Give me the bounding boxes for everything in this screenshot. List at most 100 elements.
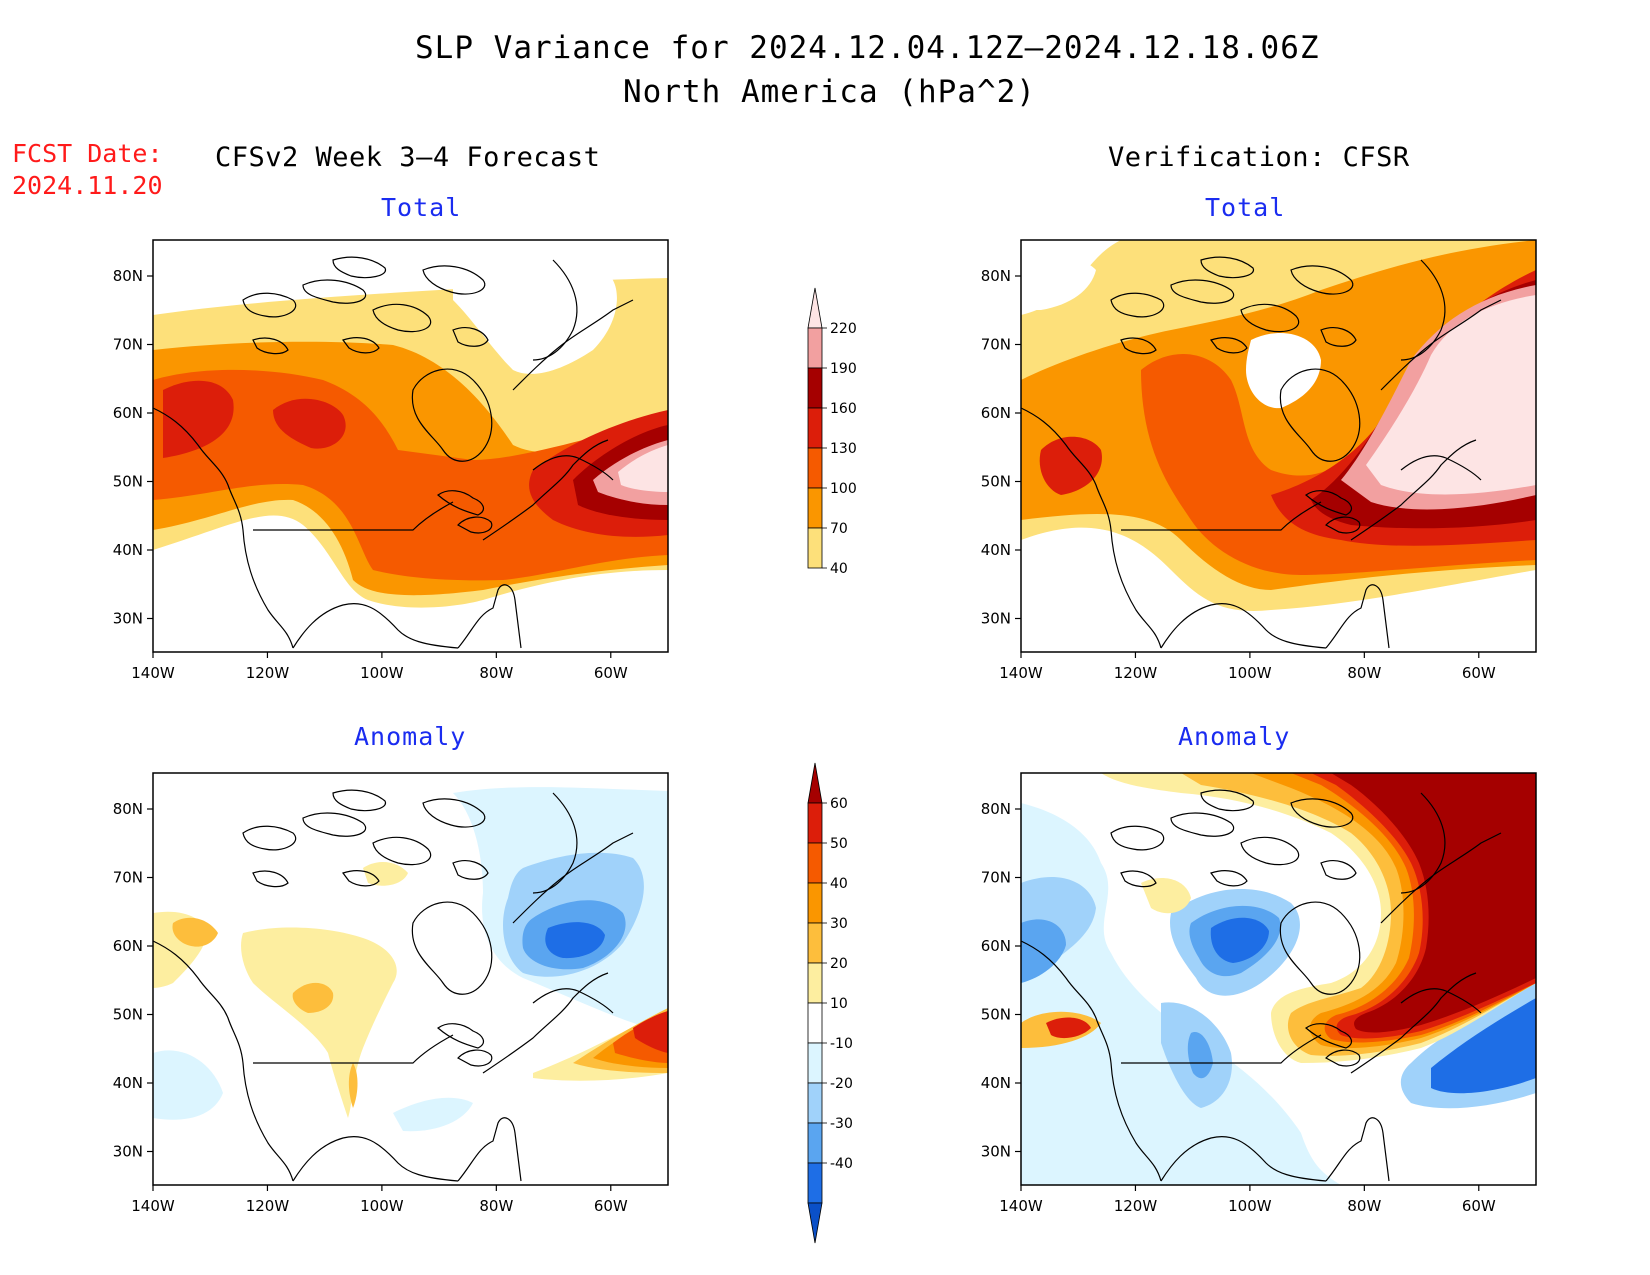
x-tick-label: 60W xyxy=(1462,1197,1496,1215)
colorbar-swatch xyxy=(807,922,823,964)
x-tick-label: 60W xyxy=(1462,664,1496,682)
verification-anomaly-subtitle: Anomaly xyxy=(1178,722,1291,751)
forecast-anomaly-map xyxy=(152,772,669,1186)
y-tick-label: 80N xyxy=(113,800,143,818)
y-tick-label: 40N xyxy=(113,541,143,559)
y-tick-label: 50N xyxy=(113,473,143,491)
colorbar-label: 190 xyxy=(830,361,857,377)
colorbar-swatch xyxy=(807,1002,823,1044)
y-tick-label: 70N xyxy=(981,869,1011,887)
x-tick-label: 100W xyxy=(1228,664,1272,682)
y-tick-label: 80N xyxy=(113,267,143,285)
x-tick-label: 80W xyxy=(479,664,513,682)
colorbar-label: -20 xyxy=(830,1076,853,1092)
y-tick-label: 50N xyxy=(113,1006,143,1024)
y-tick-label: 50N xyxy=(981,1006,1011,1024)
x-tick-label: 140W xyxy=(131,1197,175,1215)
fcst-date-value: 2024.11.20 xyxy=(12,171,163,200)
verification-anomaly-shading xyxy=(1021,773,1536,1185)
y-tick-label: 30N xyxy=(113,610,143,628)
y-tick-label: 30N xyxy=(113,1143,143,1161)
colorbar-swatch xyxy=(807,1082,823,1124)
x-tick-label: 80W xyxy=(1347,664,1381,682)
colorbar-swatch xyxy=(807,802,823,844)
x-tick-label: 100W xyxy=(360,1197,404,1215)
y-tick-label: 70N xyxy=(113,336,143,354)
y-tick-label: 40N xyxy=(981,541,1011,559)
verification-total-shading xyxy=(1021,240,1536,611)
colorbar-swatch xyxy=(807,287,823,329)
colorbar-swatch xyxy=(807,367,823,409)
colorbar-label: 60 xyxy=(830,796,848,812)
y-tick-label: 80N xyxy=(981,800,1011,818)
x-tick-label: 140W xyxy=(131,664,175,682)
y-tick-label: 80N xyxy=(981,267,1011,285)
y-tick-label: 70N xyxy=(981,336,1011,354)
colorbar-label: -10 xyxy=(830,1036,853,1052)
colorbar-swatch xyxy=(807,447,823,489)
x-tick-label: 60W xyxy=(594,664,628,682)
forecast-anomaly-subtitle: Anomaly xyxy=(354,722,467,751)
y-tick-label: 60N xyxy=(113,937,143,955)
forecast-total-subtitle: Total xyxy=(381,193,462,222)
verification-total-map xyxy=(1020,239,1537,653)
colorbar-label: 40 xyxy=(830,561,848,577)
colorbar-label: 20 xyxy=(830,956,848,972)
colorbar-label: 50 xyxy=(830,836,848,852)
colorbar-label: 220 xyxy=(830,321,857,337)
x-tick-label: 140W xyxy=(999,1197,1043,1215)
colorbar-swatch xyxy=(807,1042,823,1084)
x-tick-label: 140W xyxy=(999,664,1043,682)
colorbar-label: 130 xyxy=(830,441,857,457)
colorbar-swatch xyxy=(807,1202,823,1244)
x-tick-label: 120W xyxy=(1114,1197,1158,1215)
x-tick-label: 80W xyxy=(479,1197,513,1215)
x-tick-label: 120W xyxy=(246,664,290,682)
colorbar-label: 10 xyxy=(830,996,848,1012)
colorbar-swatch xyxy=(807,407,823,449)
verification-total-subtitle: Total xyxy=(1205,193,1286,222)
colorbar-swatch xyxy=(807,1122,823,1164)
y-tick-label: 60N xyxy=(113,404,143,422)
colorbar-label: 30 xyxy=(830,916,848,932)
y-tick-label: 30N xyxy=(981,610,1011,628)
y-tick-label: 30N xyxy=(981,1143,1011,1161)
y-tick-label: 40N xyxy=(113,1074,143,1092)
colorbar-swatch xyxy=(807,762,823,804)
main-title: SLP Variance for 2024.12.04.12Z–2024.12.… xyxy=(415,30,1320,66)
main-subtitle: North America (hPa^2) xyxy=(623,74,1036,110)
colorbar-label: 70 xyxy=(830,521,848,537)
fcst-date-label: FCST Date: xyxy=(12,139,163,168)
forecast-column-title: CFSv2 Week 3–4 Forecast xyxy=(215,142,601,173)
colorbar-swatch xyxy=(807,1162,823,1204)
verification-column-title: Verification: CFSR xyxy=(1108,142,1410,173)
colorbar-label: -30 xyxy=(830,1116,853,1132)
x-tick-label: 60W xyxy=(594,1197,628,1215)
y-tick-label: 70N xyxy=(113,869,143,887)
x-tick-label: 80W xyxy=(1347,1197,1381,1215)
x-tick-label: 120W xyxy=(246,1197,290,1215)
forecast-anomaly-shading xyxy=(153,787,668,1132)
y-tick-label: 40N xyxy=(981,1074,1011,1092)
colorbar-swatch xyxy=(807,327,823,369)
colorbar-swatch xyxy=(807,882,823,924)
colorbar-label: 40 xyxy=(830,876,848,892)
forecast-total-shading xyxy=(153,256,668,608)
colorbar-swatch xyxy=(807,962,823,1004)
total-colorbar: 220 190 160 130 100 70 40 xyxy=(807,287,857,577)
y-tick-label: 50N xyxy=(981,473,1011,491)
colorbar-label: 160 xyxy=(830,401,857,417)
verification-anomaly-map xyxy=(1020,772,1537,1186)
colorbar-swatch xyxy=(807,487,823,529)
y-tick-label: 60N xyxy=(981,937,1011,955)
x-tick-label: 100W xyxy=(360,664,404,682)
colorbar-swatch xyxy=(807,527,823,569)
colorbar-swatch xyxy=(807,842,823,884)
x-tick-label: 100W xyxy=(1228,1197,1272,1215)
anomaly-colorbar: 60 50 40 30 20 10 -10 -20 -30 -40 xyxy=(807,762,853,1244)
x-tick-label: 120W xyxy=(1114,664,1158,682)
colorbar-label: -40 xyxy=(830,1156,853,1172)
forecast-total-map xyxy=(152,239,669,653)
colorbar-label: 100 xyxy=(830,481,857,497)
